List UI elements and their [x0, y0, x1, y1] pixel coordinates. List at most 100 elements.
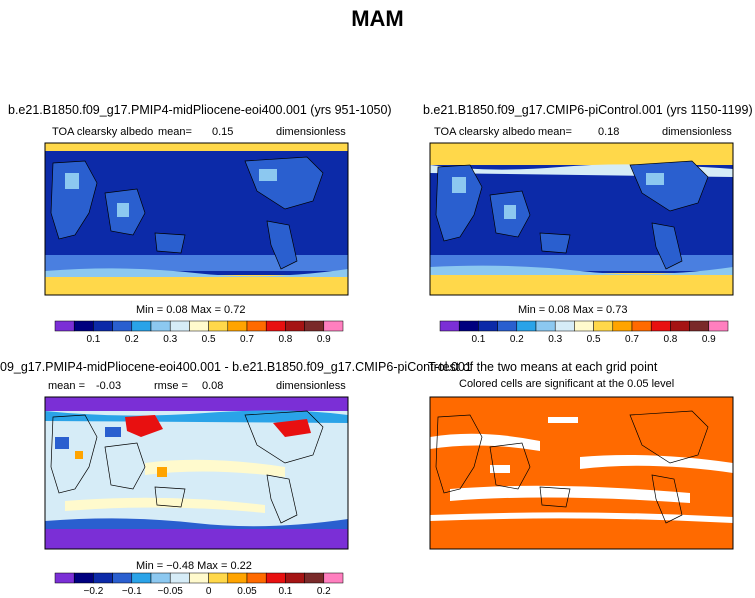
colorbar-label: 0.1: [471, 334, 485, 345]
colorbar-label: 0.2: [125, 334, 139, 345]
colorbar-label: 0.8: [663, 334, 677, 345]
colorbar-swatch: [131, 572, 152, 584]
panel1-map: [44, 142, 349, 296]
panel4-subtitle: Colored cells are significant at the 0.0…: [459, 378, 675, 390]
colorbar-label: 0.2: [510, 334, 524, 345]
panel2-light-patches: [452, 173, 664, 219]
panel2-minmax: Min = 0.08 Max = 0.73: [518, 304, 628, 316]
colorbar-swatch: [304, 572, 325, 584]
panel3-arctic-band: [45, 397, 348, 411]
panel3-units: dimensionless: [276, 380, 346, 392]
panel4-nonsignificant-areas: [430, 417, 733, 523]
colorbar-swatch: [93, 572, 113, 584]
panel1-units: dimensionless: [276, 126, 346, 138]
colorbar-swatch: [54, 572, 75, 584]
panel3-mean-label: mean =: [48, 380, 85, 392]
panel1-mean: 0.15: [212, 126, 234, 138]
colorbar-label: 0.1: [278, 586, 292, 597]
panel4-coastlines: [435, 410, 709, 524]
panel1-southern-band: [45, 255, 348, 271]
colorbar-swatch: [439, 320, 460, 332]
colorbar-label: 0.9: [317, 334, 331, 345]
panel3-mean: -0.03: [96, 380, 122, 392]
colorbar-swatch: [246, 572, 267, 584]
colorbar-swatch: [516, 320, 537, 332]
colorbar-swatch: [535, 320, 556, 332]
colorbar-swatch: [73, 320, 94, 332]
colorbar-swatch: [650, 320, 671, 332]
figure-title: MAM: [351, 6, 404, 31]
panel3-negative-patches: [55, 427, 121, 449]
panel2-antarctic-edge: [430, 265, 733, 275]
colorbar-swatch: [285, 320, 305, 332]
panel1-minmax: Min = 0.08 Max = 0.72: [136, 304, 246, 316]
colorbar-swatch: [227, 320, 248, 332]
colorbar-label: −0.1: [122, 586, 142, 597]
colorbar-label: 0.7: [240, 334, 254, 345]
colorbar-swatch: [574, 320, 594, 332]
panel3-rmse: 0.08: [202, 380, 224, 392]
panel3-frame: [44, 396, 349, 550]
colorbar-swatch: [323, 572, 344, 584]
colorbar-swatch: [554, 320, 575, 332]
colorbar-swatch: [150, 572, 171, 584]
colorbar-swatch: [112, 320, 133, 332]
colorbar-swatch: [497, 320, 518, 332]
colorbar-swatch: [689, 320, 710, 332]
panel1-frame: [44, 142, 349, 296]
colorbar-label: 0.3: [548, 334, 562, 345]
colorbar-swatch: [285, 572, 305, 584]
colorbar-swatch: [612, 320, 633, 332]
colorbar-swatch: [478, 320, 498, 332]
panel3-antarctic-band: [45, 527, 348, 549]
colorbar-label: 0.5: [202, 334, 216, 345]
colorbar-swatch: [265, 320, 286, 332]
colorbar-label: 0.1: [86, 334, 100, 345]
panel3-minmax: Min = −0.48 Max = 0.22: [136, 560, 252, 572]
panel4-title: T-test of the two means at each grid poi…: [428, 360, 658, 374]
panel1-title: b.e21.B1850.f09_g17.PMIP4-midPliocene-eo…: [8, 103, 392, 117]
panel1-mean-label: mean=: [158, 126, 192, 138]
colorbar-label: −0.2: [84, 586, 104, 597]
colorbar-label: 0.7: [625, 334, 639, 345]
panel1-light-patches: [65, 169, 277, 217]
panel2-map: [429, 142, 734, 296]
panel2-colorbar: 0.1 0.2 0.3 0.5 0.7 0.8 0.9: [439, 320, 729, 345]
colorbar-swatch: [458, 320, 479, 332]
panel2-mean: 0.18: [598, 126, 620, 138]
panel3-rmse-label: rmse =: [154, 380, 188, 392]
panel3-coastlines: [50, 410, 324, 524]
panel4-frame: [429, 396, 734, 550]
colorbar-label: 0.8: [278, 334, 292, 345]
colorbar-label: 0.9: [702, 334, 716, 345]
colorbar-swatch: [670, 320, 690, 332]
panel2-title: b.e21.B1850.f09_g17.CMIP6-piControl.001 …: [423, 103, 753, 117]
colorbar-swatch: [169, 320, 190, 332]
panel1-antarctic-edge: [45, 268, 348, 277]
panel3-colorbar: −0.2 −0.1 −0.05 0 0.05 0.1 0.2: [54, 572, 344, 597]
colorbar-swatch: [593, 320, 614, 332]
colorbar-label: 0.5: [587, 334, 601, 345]
colorbar-swatch: [189, 572, 209, 584]
panel3-orange-patches: [75, 451, 167, 477]
colorbar-swatch: [93, 320, 113, 332]
colorbar-swatch: [189, 320, 209, 332]
colorbar-swatch: [208, 320, 229, 332]
colorbar-swatch: [227, 572, 248, 584]
panel1-variable: TOA clearsky albedo: [52, 126, 154, 138]
panel1-arctic-ice: [45, 143, 348, 151]
panel3-tropical-yellow-north: [145, 459, 285, 477]
panel4-map: [429, 396, 734, 550]
panel3-positive-patches: [125, 415, 311, 437]
panel2-arctic-ice: [430, 143, 733, 165]
colorbar-label: 0.05: [237, 586, 257, 597]
panel4-significant-area: [430, 397, 733, 549]
colorbar-label: −0.05: [158, 586, 184, 597]
panel2-mean-label: mean=: [538, 126, 572, 138]
colorbar-swatch: [150, 320, 171, 332]
panel2-units: dimensionless: [662, 126, 732, 138]
colorbar-swatch: [265, 572, 286, 584]
colorbar-swatch: [54, 320, 75, 332]
panel2-antarctic-ice: [430, 273, 733, 295]
colorbar-swatch: [131, 320, 152, 332]
